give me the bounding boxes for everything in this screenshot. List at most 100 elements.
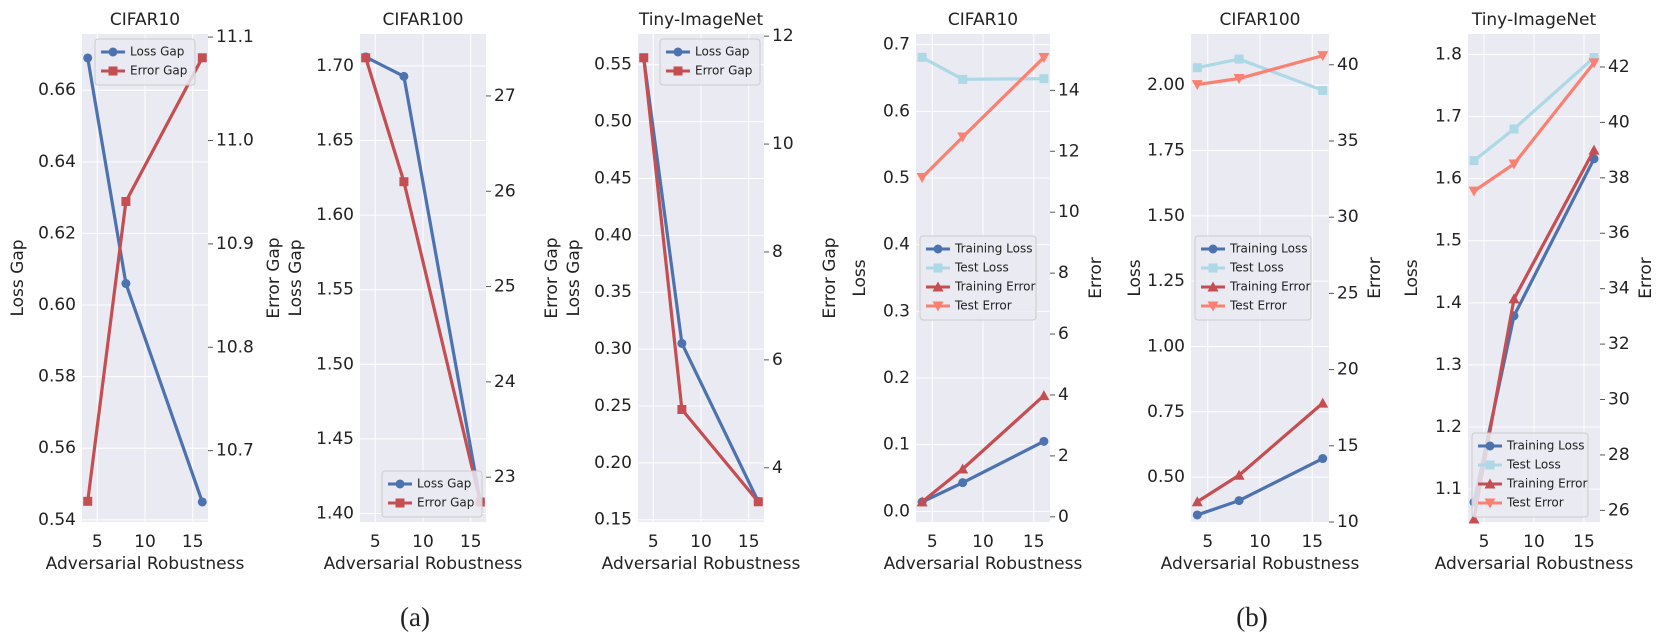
y-tick-label: 1.8 [1435, 44, 1462, 64]
marker [108, 47, 118, 57]
x-axis-label: Adversarial Robustness [884, 554, 1083, 574]
y-tick-label: 0.15 [594, 510, 632, 530]
marker [933, 263, 943, 273]
marker [1191, 80, 1203, 91]
y2-tick-label: 8 [1058, 263, 1069, 283]
marker [957, 463, 969, 474]
y2-tick-label: 34 [1608, 279, 1630, 299]
marker [1039, 74, 1049, 84]
marker [108, 66, 118, 76]
y-tick-label: 2.00 [1147, 75, 1185, 95]
marker [1508, 293, 1520, 304]
marker [1469, 156, 1479, 166]
legend-label: Training Error [954, 280, 1035, 294]
marker [1207, 281, 1219, 292]
y-tick-label: 0.5 [883, 168, 910, 188]
legend-label: Training Loss [1506, 439, 1584, 453]
y-tick-label: 0.45 [594, 168, 632, 188]
y2-axis-label: Error Gap [542, 237, 562, 318]
y-tick-label: 1.00 [1147, 336, 1185, 356]
y-tick-label: 0.50 [594, 112, 632, 132]
x-tick-label: 10 [1523, 532, 1545, 552]
marker [1485, 441, 1495, 451]
marker [933, 244, 943, 254]
y-tick-label: 0.75 [1147, 402, 1185, 422]
marker [1208, 244, 1218, 254]
marker [395, 479, 405, 489]
x-tick-label: 15 [1301, 532, 1323, 552]
y-tick-label: 1.50 [1147, 206, 1185, 226]
marker [1207, 301, 1219, 312]
x-axis-label: Adversarial Robustness [324, 554, 523, 574]
marker [957, 132, 969, 143]
legend-label: Error Gap [417, 496, 474, 510]
marker [1589, 53, 1599, 63]
y2-tick-label: 6 [1058, 324, 1069, 344]
marker [1191, 496, 1203, 507]
y-tick-label: 0.0 [883, 501, 910, 521]
marker [677, 338, 687, 348]
y2-tick-label: 24 [494, 372, 516, 392]
y2-tick-label: 40 [1337, 55, 1359, 75]
x-tick-label: 15 [738, 532, 760, 552]
marker [639, 53, 649, 63]
marker [917, 52, 927, 62]
y-tick-label: 0.3 [883, 301, 910, 321]
y2-tick-label: 26 [1608, 500, 1630, 520]
y-axis-label: Loss [1125, 259, 1145, 296]
y-tick-label: 0.2 [883, 368, 910, 388]
y-tick-label: 1.4 [1435, 293, 1462, 313]
y-axis-label: Loss [1402, 259, 1422, 296]
y2-tick-label: 26 [494, 181, 516, 201]
legend-label: Test Error [954, 299, 1012, 313]
y-tick-label: 1.65 [316, 131, 354, 151]
y2-tick-label: 10 [1058, 202, 1080, 222]
y2-tick-label: 10.9 [216, 234, 254, 254]
y-tick-label: 1.5 [1435, 231, 1462, 251]
y-tick-label: 1.60 [316, 205, 354, 225]
y2-tick-label: 20 [1337, 360, 1359, 380]
y-tick-label: 1.3 [1435, 355, 1462, 375]
marker [916, 172, 928, 183]
legend-label: Training Loss [954, 242, 1032, 256]
chart-title: CIFAR10 [948, 10, 1018, 30]
y2-tick-label: 4 [772, 458, 783, 478]
legend-label: Test Loss [1506, 458, 1561, 472]
x-axis-label: Adversarial Robustness [46, 554, 245, 574]
legend-label: Loss Gap [695, 45, 749, 59]
y2-tick-label: 15 [1337, 436, 1359, 456]
y-tick-label: 0.54 [38, 510, 76, 530]
y2-axis-label: Error [1086, 257, 1106, 298]
y2-tick-label: 38 [1608, 168, 1630, 188]
y-tick-label: 1.40 [316, 503, 354, 523]
y-tick-label: 0.50 [1147, 467, 1185, 487]
x-tick-label: 10 [412, 532, 434, 552]
caption: (a) [400, 602, 430, 632]
y2-tick-label: 10 [1337, 512, 1359, 532]
y-tick-label: 0.66 [38, 80, 76, 100]
y2-axis-label: Error [1636, 257, 1656, 298]
x-tick-label: 5 [648, 532, 659, 552]
y-axis-label: Loss Gap [564, 239, 584, 316]
marker [1233, 74, 1245, 85]
y-tick-label: 1.6 [1435, 169, 1462, 189]
marker [1484, 478, 1496, 489]
y-tick-label: 0.35 [594, 282, 632, 302]
y2-axis-label: Error Gap [820, 237, 840, 318]
x-tick-label: 5 [927, 532, 938, 552]
y2-tick-label: 25 [1337, 283, 1359, 303]
marker [1317, 397, 1329, 408]
legend-label: Test Error [1229, 299, 1287, 313]
marker [1038, 390, 1050, 401]
marker [399, 71, 409, 81]
y-tick-label: 0.40 [594, 225, 632, 245]
marker [1038, 52, 1050, 63]
y2-tick-label: 10.7 [216, 441, 254, 461]
chart-title: Tiny-ImageNet [638, 10, 764, 30]
x-tick-label: 15 [1023, 532, 1045, 552]
legend-label: Error Gap [695, 64, 752, 78]
x-tick-label: 10 [972, 532, 994, 552]
x-tick-label: 15 [460, 532, 482, 552]
marker [932, 301, 944, 312]
y-tick-label: 0.30 [594, 339, 632, 359]
